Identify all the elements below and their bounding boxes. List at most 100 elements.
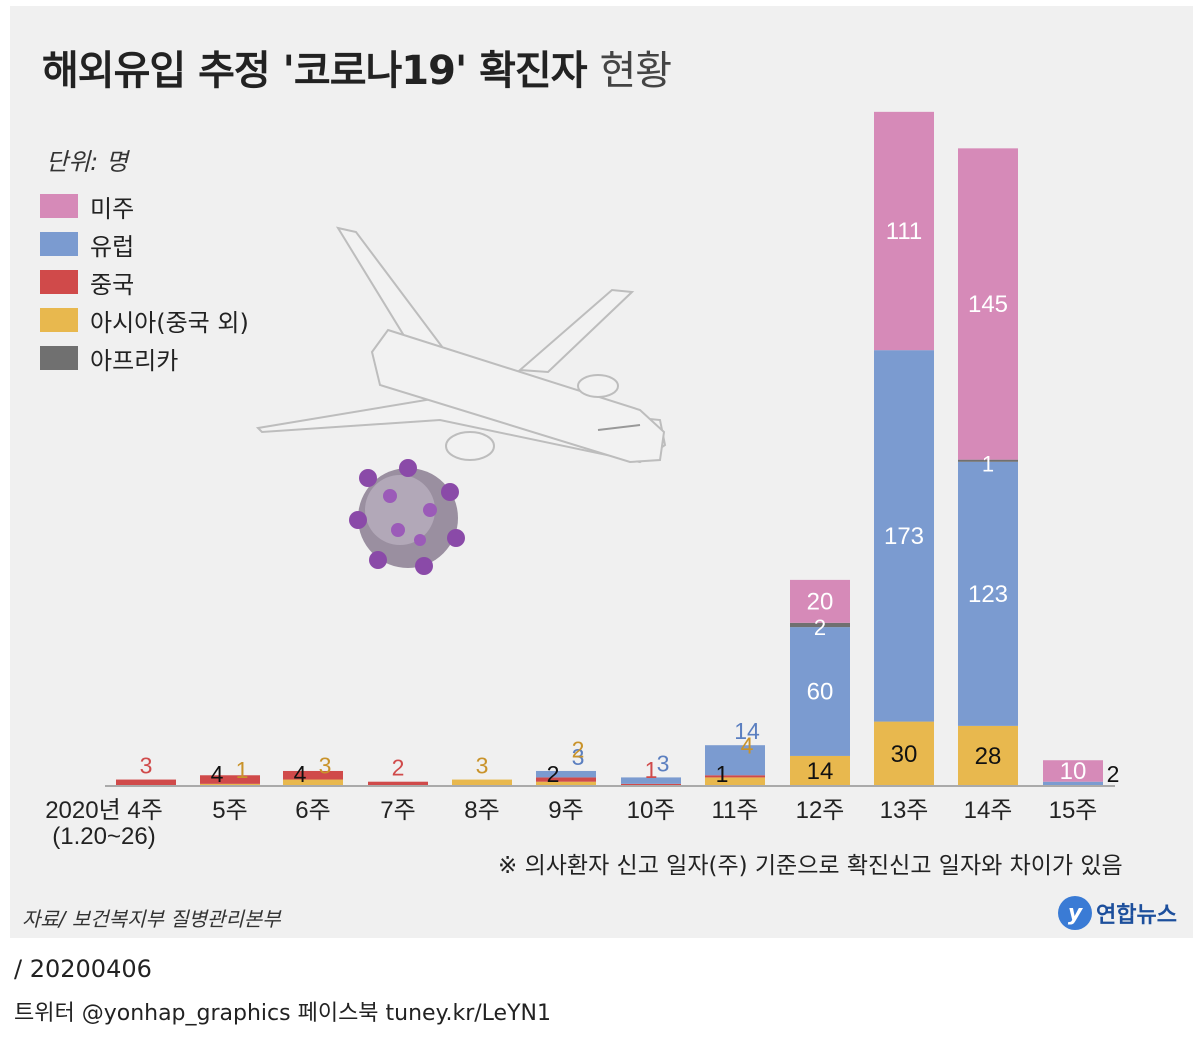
bar-segment: [790, 622, 850, 628]
data-label: 10: [1060, 758, 1087, 785]
bars-group: [116, 111, 1103, 786]
data-label: 4: [211, 761, 224, 787]
bar-segment: [705, 745, 765, 776]
data-label: 3: [319, 753, 332, 779]
data-label: 1: [716, 761, 729, 787]
data-label: 2: [1107, 761, 1120, 787]
bar-segment: [874, 111, 934, 351]
bar-segment: [790, 627, 850, 756]
bar-segment: [874, 350, 934, 722]
legend-swatch: [40, 232, 78, 256]
data-label: 14: [807, 758, 834, 785]
data-label: 60: [807, 679, 834, 706]
bar-segment: [621, 783, 681, 786]
bar-segment: [116, 779, 176, 786]
bar-segment: [874, 721, 934, 786]
bar-segment: [621, 777, 681, 784]
yonhap-logo-text: 연합뉴스: [1096, 903, 1177, 928]
data-label: 30: [891, 741, 918, 768]
bar-segment: [958, 459, 1018, 462]
bar-segment: [790, 755, 850, 786]
data-label: 2: [547, 761, 560, 787]
bar-segment: [200, 783, 260, 786]
legend-swatch: [40, 194, 78, 218]
data-label: 4: [741, 732, 754, 758]
bar-segment: [958, 148, 1018, 460]
data-label: 3: [476, 753, 489, 779]
legend-item: 미주: [40, 193, 134, 223]
yonhap-logo-icon: y: [1058, 896, 1092, 930]
bar-segment: [1043, 781, 1103, 786]
bar-segment: [790, 579, 850, 623]
legend-label: 아시아(중국 외): [90, 308, 249, 337]
data-label: 1: [982, 452, 994, 477]
legend-label: 미주: [90, 194, 135, 223]
bar-segment: [283, 779, 343, 786]
airplane-icon: [255, 226, 667, 464]
bar-segment: [368, 781, 428, 786]
data-label: 20: [807, 588, 834, 615]
bar-segment: [452, 779, 512, 786]
data-label: 2: [572, 737, 585, 763]
bar-segment: [536, 777, 596, 782]
data-label: 1: [236, 757, 249, 783]
bar-segment: [1043, 760, 1103, 782]
footnote: ※ 의사환자 신고 일자(주) 기준으로 확진신고 일자와 차이가 있음: [498, 853, 1123, 879]
x-tick-label: 13주: [880, 797, 929, 824]
yonhap-logo: y 연합뉴스: [1058, 896, 1177, 930]
bar-segment: [200, 775, 260, 784]
data-label: 1: [645, 757, 658, 783]
bar-segment: [958, 725, 1018, 786]
publish-date: / 20200406: [14, 955, 152, 983]
x-tick-label: 15주: [1049, 797, 1098, 824]
legend-label: 중국: [90, 270, 135, 299]
chart-svg: 3 4 1 4 3 2 3 322311414146022030173111281231145…: [45, 111, 1120, 850]
bar-segment: [958, 461, 1018, 726]
legend-item: 아시아(중국 외): [40, 307, 249, 337]
x-tick-label: 11주: [712, 797, 759, 824]
x-tick-label: 2020년 4주: [45, 797, 163, 824]
virus-icon: [349, 459, 465, 575]
bar-segment: [705, 775, 765, 778]
data-label: 2: [814, 615, 826, 640]
x-tick-label: 9주: [548, 797, 583, 824]
source-label: 자료/ 보건복지부 질병관리본부: [22, 907, 281, 931]
data-label: 14: [734, 718, 760, 744]
data-label: 145: [968, 291, 1008, 318]
data-label: 3: [657, 750, 670, 776]
x-tick-labels-group: 2020년 4주(1.20~26) 5주 6주 7주 8주 9주 10주 11주 12주 13주 1…: [45, 797, 1097, 850]
data-label: 2: [392, 755, 405, 781]
x-tick-label: 8주: [464, 797, 499, 824]
x-tick-label: 5주: [212, 797, 247, 824]
bar-segment: [536, 770, 596, 778]
legend-item: 아프리카: [40, 345, 178, 375]
bar-segment: [536, 781, 596, 786]
x-tick-label: 7주: [380, 797, 415, 824]
x-tick-label: 14주: [964, 797, 1013, 824]
unit-label: 단위: 명: [46, 148, 128, 176]
data-label: 173: [884, 523, 924, 550]
x-tick-label: 10주: [627, 797, 676, 824]
social-links: 트위터 @yonhap_graphics 페이스북 tuney.kr/LeYN1: [14, 1001, 551, 1026]
data-label: 4: [294, 761, 307, 787]
data-label: 111: [886, 218, 922, 245]
chart-title: 해외유입 추정 '코로나19' 확진자 현황: [42, 38, 672, 96]
value-labels-group: 3 4 1 4 3 2 3 322311414146022030173111281231145…: [140, 218, 1120, 787]
legend-swatch: [40, 270, 78, 294]
legend-swatch: [40, 308, 78, 332]
legend-label: 유럽: [90, 232, 135, 261]
bar-segment: [283, 770, 343, 780]
legend-item: 유럽: [40, 231, 134, 261]
legend-item: 중국: [40, 269, 134, 299]
data-label: 28: [975, 743, 1002, 770]
data-label: 3: [140, 753, 153, 779]
chart-title-main: 해외유입 추정 '코로나19' 확진자: [42, 48, 588, 94]
bar-segment: [705, 777, 765, 786]
x-tick-sublabel: (1.20~26): [52, 823, 155, 850]
data-label: 123: [968, 581, 1008, 608]
legend-label: 아프리카: [90, 346, 179, 375]
x-tick-label: 12주: [796, 797, 845, 824]
x-tick-label: 6주: [295, 797, 330, 824]
chart-title-sub: 현황: [599, 48, 672, 94]
data-label: 3: [572, 744, 585, 770]
